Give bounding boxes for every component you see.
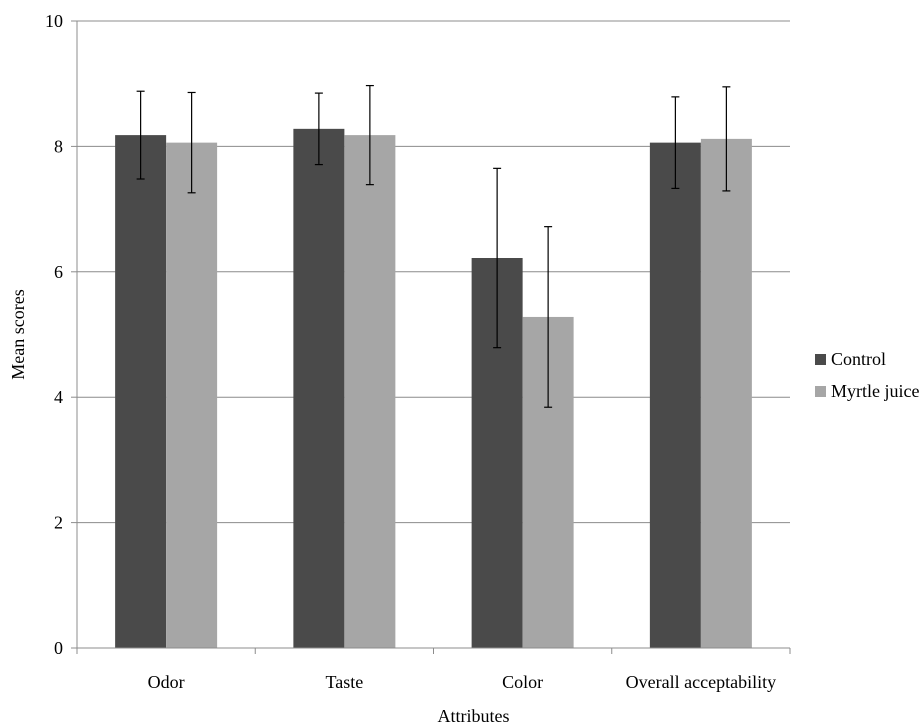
legend-label: Control [831,349,886,369]
bar-control [293,128,345,648]
y-tick-label: 4 [54,387,63,407]
y-tick-label: 10 [45,11,63,31]
bars [115,128,752,648]
axes [71,20,791,654]
axis-labels: 0 2 4 6 8 10 Odor Taste Color Overall acceptabili… [8,11,776,726]
x-tick-label: Taste [326,672,364,692]
legend: Control Myrtle juice [815,349,919,401]
bar-control [115,135,167,648]
y-tick-label: 0 [54,638,63,658]
x-tick-label: Color [502,672,543,692]
y-axis-title: Mean scores [8,289,28,379]
bar-myrtle-juice [344,135,396,648]
error-bars [136,84,731,408]
legend-label: Myrtle juice [831,381,919,401]
y-tick-label: 6 [54,262,63,282]
x-tick-label: Odor [148,672,185,692]
y-tick-label: 8 [54,136,63,156]
x-axis-title: Attributes [438,706,510,726]
legend-swatch [815,354,826,365]
y-tick-label: 2 [54,513,63,533]
x-tick-label: Overall acceptability [626,672,776,692]
bar-myrtle-juice [700,138,752,648]
legend-swatch [815,386,826,397]
bar-control [649,142,701,648]
bar-myrtle-juice [166,142,218,648]
